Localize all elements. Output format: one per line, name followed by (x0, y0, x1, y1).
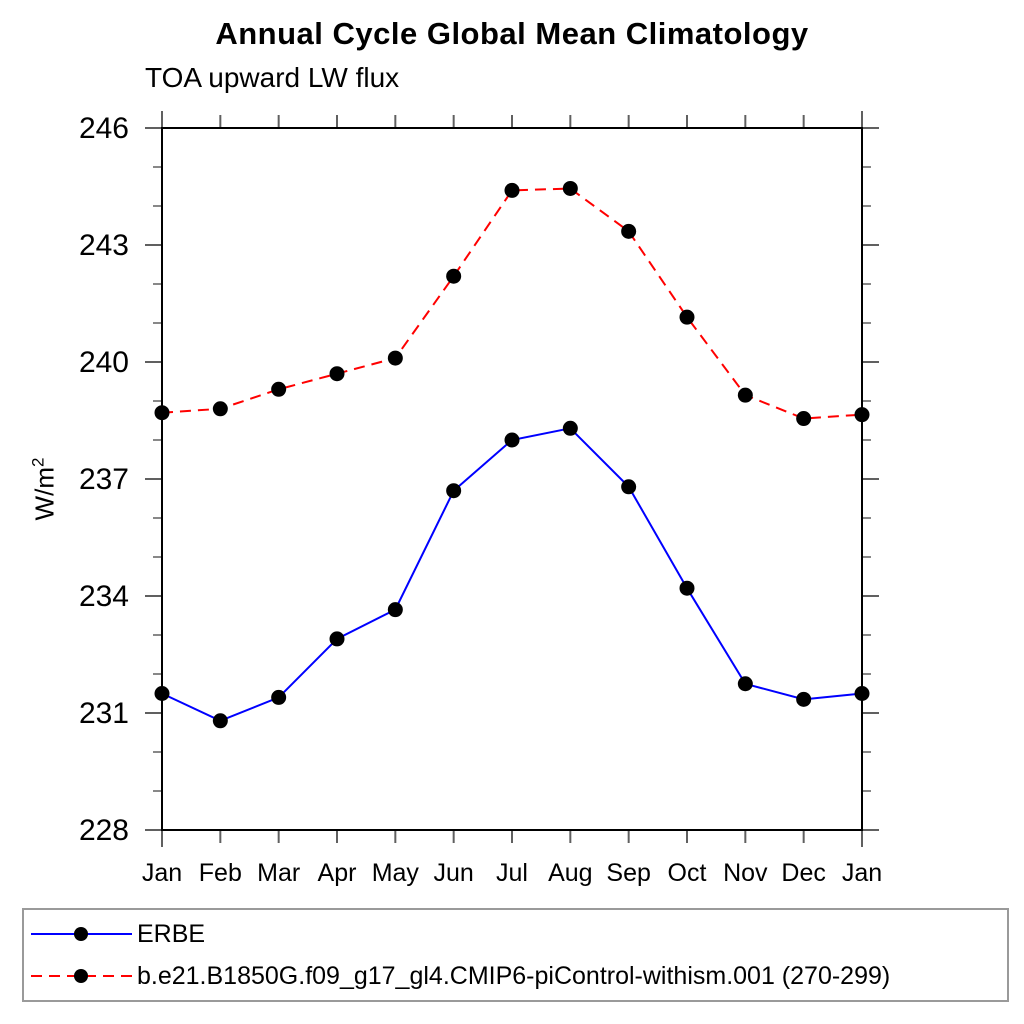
data-point (329, 631, 345, 647)
x-tick-label: Feb (199, 859, 242, 887)
legend-line-sample (31, 969, 132, 983)
y-tick-label: 231 (79, 697, 129, 730)
y-tick-label: 228 (79, 814, 129, 847)
series-line (161, 427, 863, 722)
data-point (329, 366, 345, 382)
data-point (271, 381, 287, 397)
series-erbe (154, 420, 870, 729)
series-line (161, 187, 863, 420)
plot-frame (161, 127, 863, 831)
legend-label: ERBE (137, 919, 206, 948)
chart-title: Annual Cycle Global Mean Climatology (215, 16, 809, 51)
data-point (387, 350, 403, 366)
x-axis-ticks (161, 111, 863, 847)
x-tick-label: May (372, 859, 420, 887)
data-point (271, 689, 287, 705)
data-point (212, 713, 228, 729)
x-tick-label: Jul (496, 859, 528, 887)
data-point (737, 676, 753, 692)
series-model (154, 180, 870, 427)
chart-subtitle: TOA upward LW flux (145, 62, 400, 93)
data-point (154, 686, 170, 701)
legend-item: b.e21.B1850G.f09_g17_gl4.CMIP6-piControl… (29, 955, 1007, 997)
x-tick-label: Nov (723, 859, 768, 887)
legend-item: ERBE (29, 913, 1007, 955)
x-tick-label: Jan (142, 859, 182, 887)
data-point (504, 432, 520, 448)
data-point (212, 401, 228, 417)
legend-label: b.e21.B1850G.f09_g17_gl4.CMIP6-piControl… (137, 961, 891, 990)
data-point (737, 387, 753, 403)
data-point (446, 268, 462, 284)
x-tick-label: Apr (318, 859, 357, 887)
legend-marker-dot (74, 969, 88, 983)
x-tick-label: Jan (842, 859, 882, 887)
y-tick-label: 234 (79, 580, 129, 613)
data-point (854, 686, 870, 701)
x-tick-label: Jun (434, 859, 474, 887)
data-point (854, 407, 870, 423)
data-point (446, 483, 462, 499)
y-axis-tick-labels: 228 231 234 237 240 243 246 (79, 112, 129, 847)
x-axis-tick-labels: Jan Feb Mar Apr May Jun Jul Aug Sep Oct Nov Dec Jan (142, 859, 882, 887)
legend: ERBE b.e21.B1850G.f09_g17_gl4.CMIP6-piCon… (22, 908, 1009, 1002)
y-tick-label: 240 (79, 346, 129, 379)
y-tick-label: 237 (79, 463, 129, 496)
data-point (796, 691, 812, 707)
data-point (154, 405, 170, 421)
legend-marker-dot (74, 927, 88, 941)
data-point (387, 602, 403, 618)
data-point (504, 182, 520, 198)
data-point (562, 420, 578, 436)
x-tick-label: Dec (781, 859, 825, 887)
data-point (621, 223, 637, 239)
x-tick-label: Aug (548, 859, 592, 887)
x-tick-label: Mar (257, 859, 300, 887)
data-point (679, 309, 695, 325)
data-point (679, 580, 695, 596)
data-point (562, 180, 578, 196)
legend-line-sample (31, 927, 132, 941)
x-tick-label: Oct (668, 859, 707, 887)
data-point (621, 479, 637, 495)
data-point (796, 411, 812, 427)
y-axis-ticks (145, 127, 879, 831)
x-tick-label: Sep (606, 859, 650, 887)
y-tick-label: 246 (79, 112, 129, 145)
y-tick-label: 243 (79, 229, 129, 262)
